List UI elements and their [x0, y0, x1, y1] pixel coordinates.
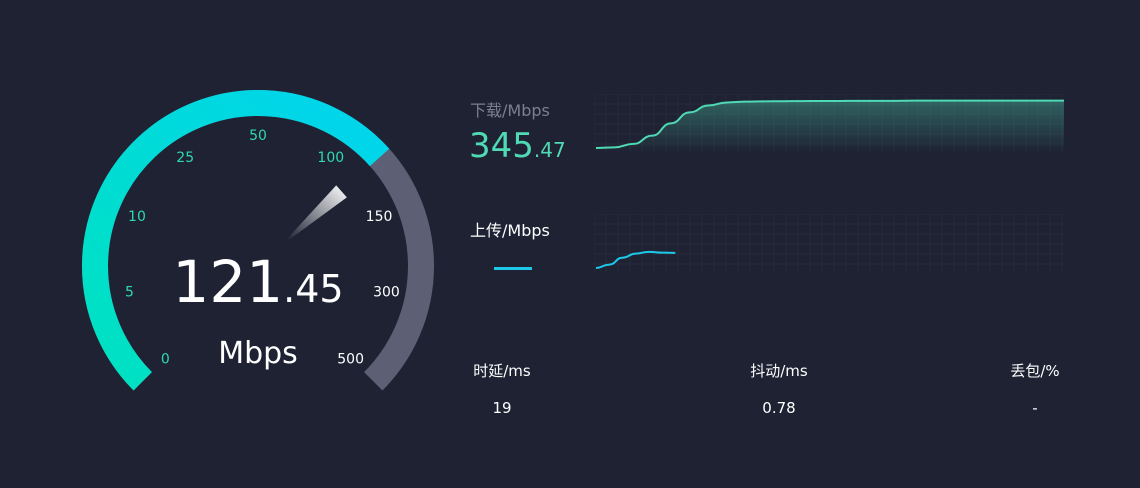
gauge-tick-label: 0 — [161, 352, 170, 368]
download-label: 下载/Mbps — [470, 101, 550, 120]
latency-stat: 时延/ms 19 — [473, 362, 531, 417]
jitter-stat: 抖动/ms 0.78 — [750, 362, 808, 417]
gauge-needle — [287, 185, 347, 241]
upload-chart — [594, 214, 1064, 272]
current-speed: 121.45 — [172, 248, 344, 316]
chart-line — [595, 250, 676, 269]
speed-gauge: 0 5 10 25 50 100 150 300 500 — [82, 90, 434, 391]
gauge-tick-label: 300 — [373, 285, 400, 301]
gauge-tick-label: 10 — [128, 209, 146, 225]
gauge-tick-label: 25 — [176, 150, 194, 166]
chart-line — [595, 99, 1064, 149]
gauge-tick-label: 100 — [317, 150, 344, 166]
chart-area — [596, 100, 1064, 152]
gauge-tick-label: 150 — [366, 209, 393, 225]
gauge-tick-label: 500 — [337, 352, 364, 368]
gauge-tick-label: 50 — [249, 128, 267, 144]
download-value: 345.47 — [469, 126, 566, 166]
download-chart — [594, 94, 1064, 152]
chart-grid — [594, 214, 1064, 272]
packet-loss-stat: 丢包/% - — [1010, 362, 1060, 417]
gauge-fill — [82, 90, 390, 391]
upload-label: 上传/Mbps — [470, 221, 550, 240]
gauge-tick-label: 5 — [125, 285, 134, 301]
upload-value-placeholder — [494, 267, 532, 270]
speed-unit: Mbps — [218, 336, 298, 371]
